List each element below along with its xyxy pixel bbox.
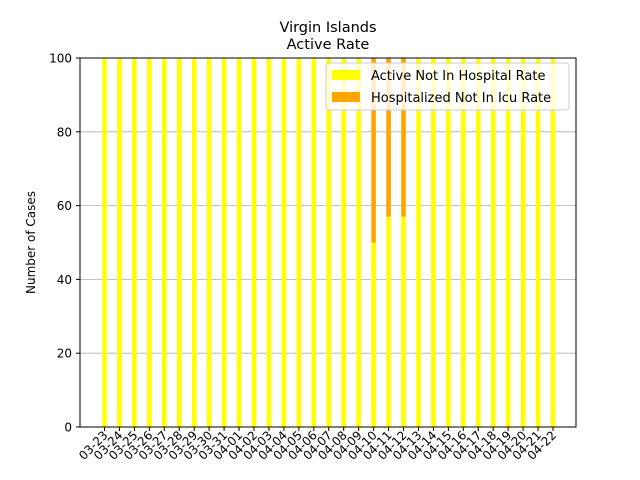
bar-series-0-04-22 [550, 58, 556, 427]
bar-series-0-03-23 [102, 58, 107, 427]
bar-series-0-04-03 [266, 58, 272, 427]
bar-series-0-04-08 [341, 58, 346, 427]
legend-label-active-not-in-hospital: Active Not In Hospital Rate [371, 69, 545, 84]
bar-series-0-03-31 [221, 58, 227, 427]
bar-series-0-04-09 [356, 58, 361, 427]
legend-swatch-hospitalized-not-in-icu [332, 92, 360, 102]
bar-series-0-04-10 [371, 242, 376, 427]
bar-series-0-04-21 [535, 58, 541, 427]
plot-frame [79, 57, 577, 428]
bar-series-0-04-14 [431, 58, 436, 427]
y-tick-label: 100 [49, 52, 72, 66]
bar-series-0-03-26 [147, 58, 152, 427]
bar-series-0-03-25 [132, 58, 137, 427]
bar-series-0-04-16 [461, 58, 466, 427]
bar-series-0-04-17 [475, 58, 481, 427]
bar-series-0-04-06 [311, 58, 317, 427]
y-tick-label: 40 [57, 273, 72, 287]
bar-series-0-04-04 [281, 58, 287, 427]
bar-series-1-04-12 [401, 58, 406, 217]
bar-series-0-03-29 [191, 58, 197, 427]
y-tick-label: 80 [57, 125, 72, 139]
bar-series-0-04-13 [416, 58, 421, 427]
bar-series-0-03-27 [162, 58, 167, 427]
y-axis: 0 20 40 60 80 100 [49, 52, 80, 435]
bar-series-0-04-05 [296, 58, 302, 427]
bar-series-0-04-15 [446, 58, 451, 427]
y-axis-label: Number of Cases [24, 191, 38, 294]
y-tick-label: 60 [57, 199, 72, 213]
legend: Active Not In Hospital Rate Hospitalized… [325, 62, 570, 111]
bar-series-0-04-11 [386, 216, 391, 427]
bar-series-0-03-24 [117, 58, 122, 427]
bar-series-0-04-18 [490, 58, 496, 427]
bar-series-0-04-20 [520, 58, 526, 427]
bar-series-0-04-01 [236, 58, 242, 427]
bar-series-1-04-10 [371, 58, 376, 243]
chart-title-line-1: Virgin Islands [279, 20, 376, 36]
bar-series-0-03-28 [176, 58, 182, 427]
bar-series-1-04-11 [386, 58, 391, 217]
legend-swatch-active-not-in-hospital [332, 70, 360, 80]
x-axis: 03-2303-2403-2503-2603-2703-2803-2903-30… [76, 427, 559, 463]
bar-series-0-04-02 [251, 58, 257, 427]
bar-series-0-04-19 [505, 58, 511, 427]
bar-series-0-03-30 [206, 58, 212, 427]
bar-series-0-04-07 [326, 58, 332, 427]
y-tick-label: 0 [64, 421, 72, 435]
y-tick-label: 20 [57, 347, 72, 361]
legend-box [325, 62, 570, 111]
chart-title-line-2: Active Rate [287, 37, 370, 53]
bar-series-0-04-12 [401, 216, 406, 427]
legend-label-hospitalized-not-in-icu: Hospitalized Not In Icu Rate [371, 91, 551, 106]
bars [102, 58, 556, 427]
